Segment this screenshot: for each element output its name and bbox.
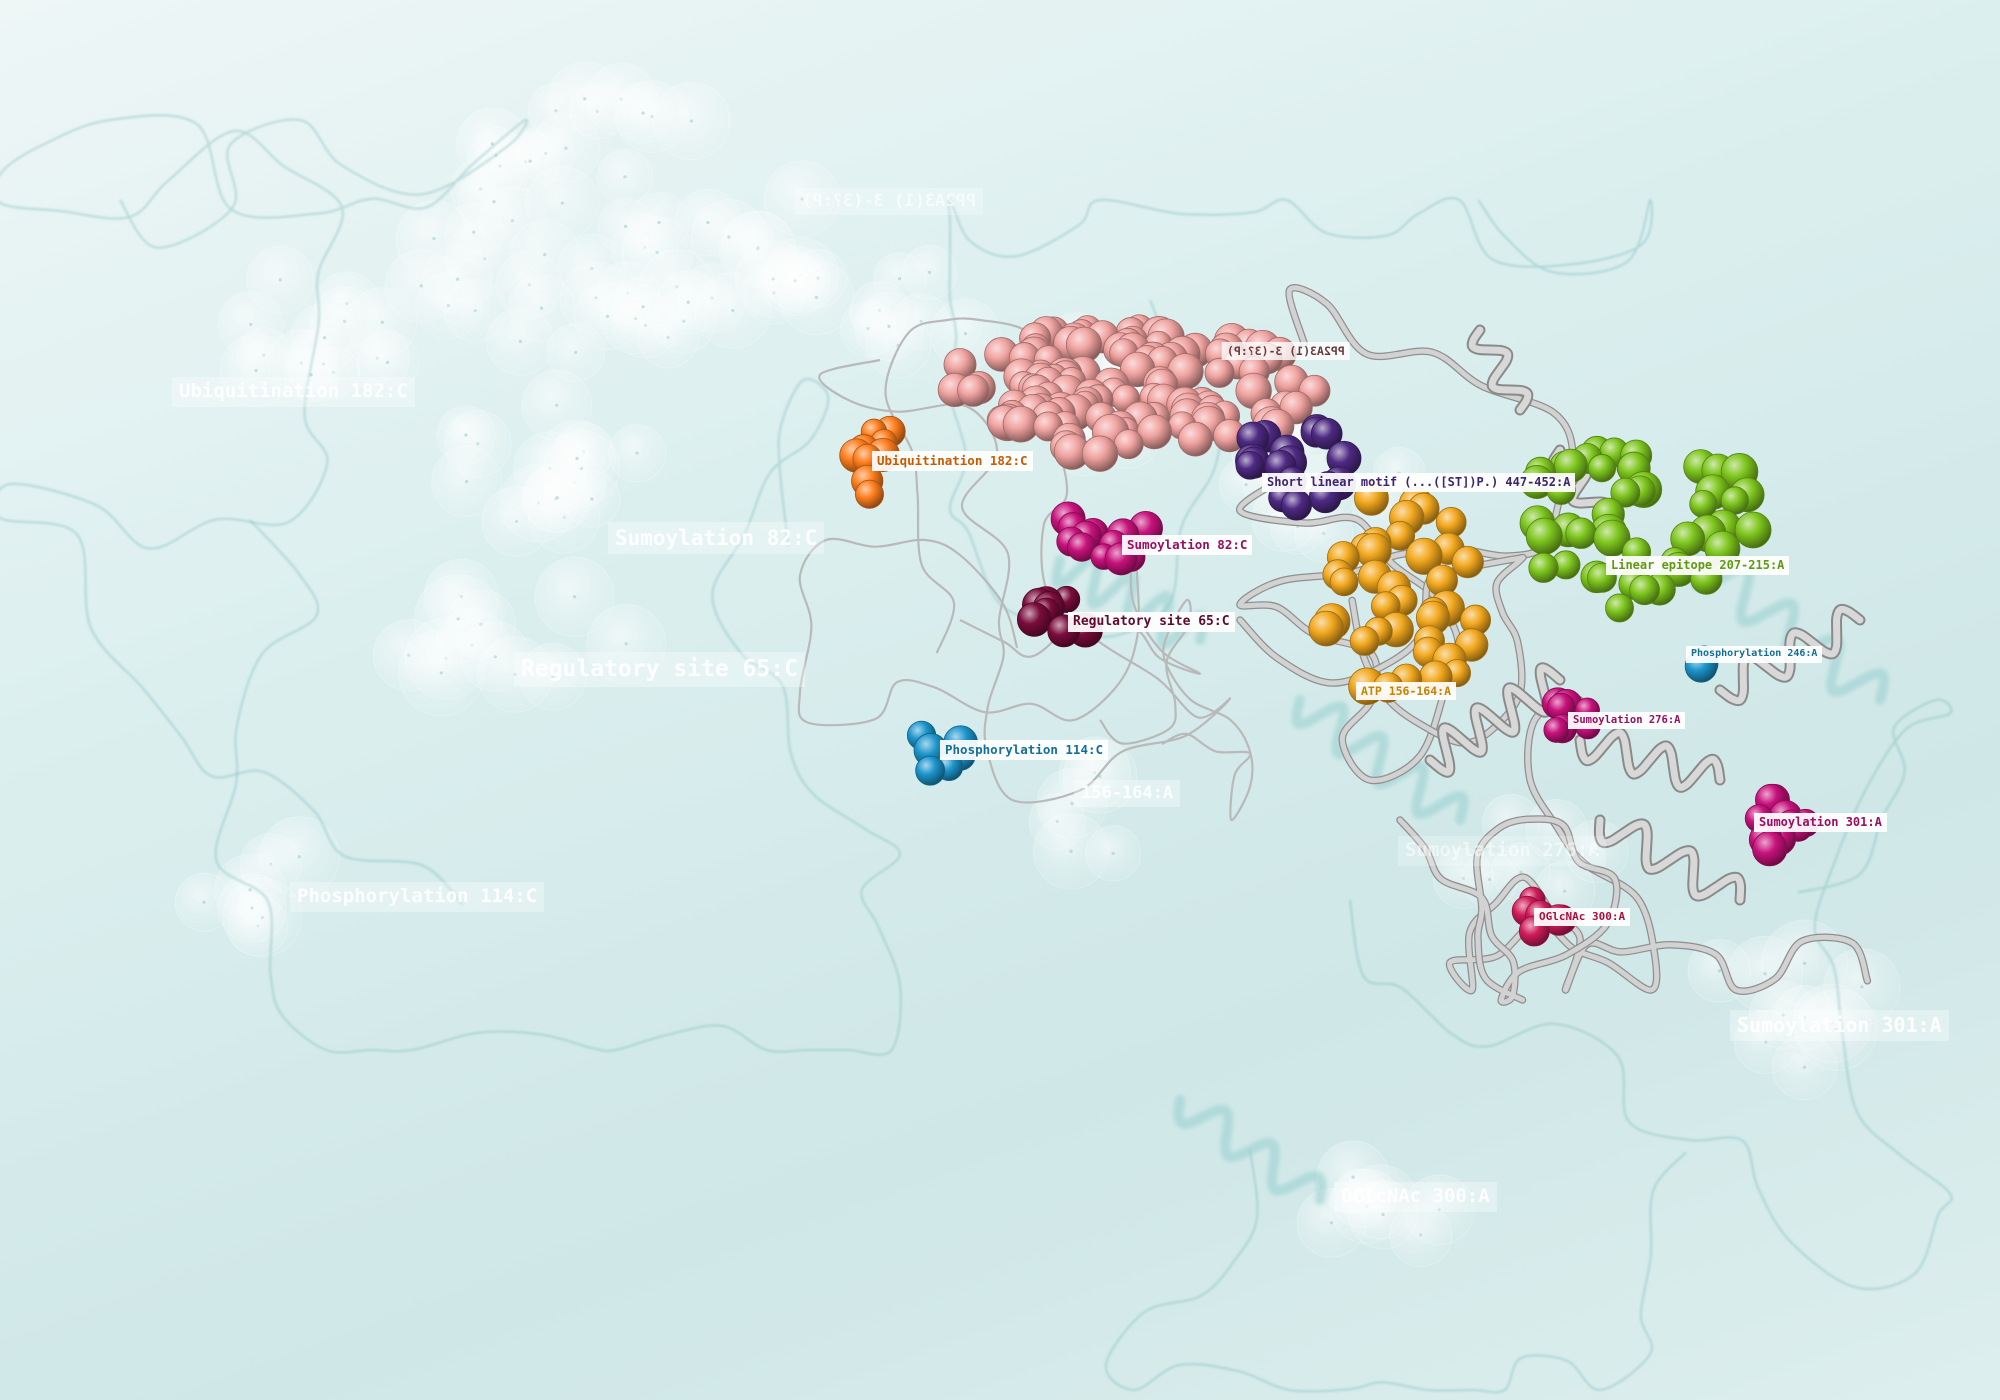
- label-sumoylation-82[interactable]: Sumoylation 82:C: [1122, 535, 1253, 555]
- ghost-label-sumoylation-301: Sumoylation 301:A: [1730, 1010, 1949, 1041]
- label-linear-epitope[interactable]: Linear epitope 207-215:A: [1606, 556, 1790, 575]
- label-sumoylation-301[interactable]: Sumoylation 301:A: [1754, 813, 1887, 832]
- ghost-label-phosphorylation-114: Phosphorylation 114:C: [290, 882, 545, 912]
- label-atp[interactable]: ATP 156-164:A: [1356, 682, 1457, 701]
- label-phosphorylation-114[interactable]: Phosphorylation 114:C: [940, 740, 1109, 760]
- ghost-label-sumoylation-82: Sumoylation 82:C: [608, 522, 825, 555]
- ghost-label-regulatory-site: Regulatory site 65:C: [514, 652, 805, 687]
- ghost-label-ubiquitination: Ubiquitination 182:C: [172, 377, 415, 407]
- cluster-linear-epitope[interactable]: [1519, 435, 1772, 623]
- label-pp2a-binding[interactable]: PP2A3(1) 3-(3?:P): [1222, 342, 1350, 361]
- label-ubiquitination[interactable]: Ubiquitination 182:C: [872, 451, 1033, 471]
- label-sumoylation-276[interactable]: Sumoylation 276:A: [1568, 712, 1686, 730]
- cluster-pp2a-binding[interactable]: [937, 314, 1331, 472]
- ghost-label-oglcnac: OGlcNAc 300:A: [1334, 1182, 1497, 1212]
- label-phosphorylation-246[interactable]: Phosphorylation 246:A: [1686, 646, 1823, 663]
- ghost-label-atp: 156-164:A: [1074, 780, 1181, 808]
- ghost-label-ptm: PP2A3(1) 3-(3?:P): [795, 188, 983, 216]
- label-regulatory-site[interactable]: Regulatory site 65:C: [1068, 612, 1235, 633]
- residue-clusters: [839, 314, 1820, 947]
- ghost-label-sumoylation-276: Sumoylation 276:A: [1398, 836, 1607, 866]
- label-oglcnac[interactable]: OGlcNAc 300:A: [1534, 908, 1631, 926]
- label-short-linear-motif[interactable]: Short linear motif (...([ST])P.) 447-452…: [1262, 473, 1576, 492]
